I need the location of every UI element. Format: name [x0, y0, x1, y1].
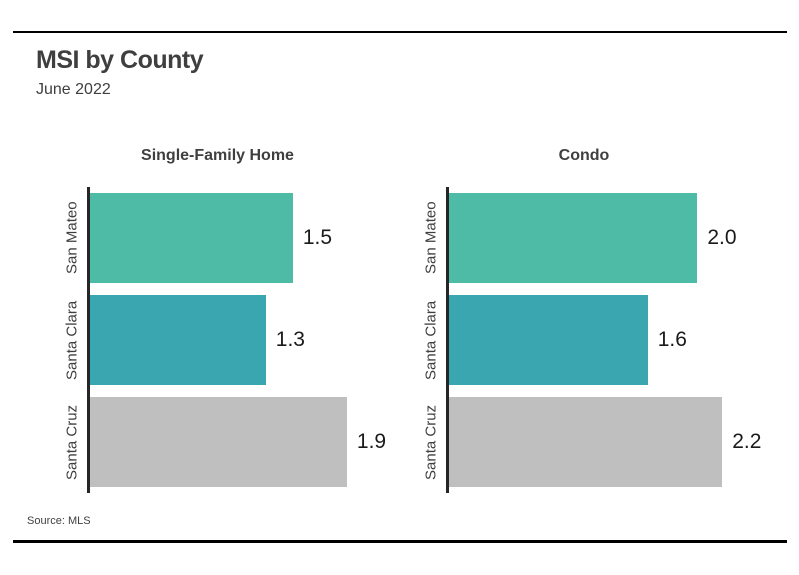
plot-area-condo: San Mateo 2.0 Santa Clara 1.6 Santa Cruz 2.2 — [423, 187, 761, 493]
source-note: Source: MLS — [27, 515, 91, 527]
value-label: 1.3 — [275, 328, 305, 351]
bar — [449, 295, 648, 385]
bar-row: San Mateo 2.0 — [423, 187, 752, 289]
value-label: 2.0 — [707, 226, 737, 249]
bar — [90, 295, 266, 385]
value-label: 2.2 — [732, 430, 762, 453]
value-label: 1.6 — [657, 328, 687, 351]
bar-row: Santa Cruz 2.2 — [423, 391, 761, 493]
category-label: San Mateo — [63, 201, 81, 275]
chart-title-single-family-home: Single-Family Home — [141, 147, 294, 164]
chart-condo: Condo San Mateo 2.0 Santa Clara 1.6 Santa Cr… — [419, 147, 761, 493]
page-subtitle: June 2022 — [36, 81, 111, 98]
page-title: MSI by County — [36, 46, 204, 74]
chart-single-family-home: Single-Family Home San Mateo 1.5 Santa Cla… — [60, 147, 386, 493]
bar-row: Santa Clara 1.3 — [64, 289, 378, 391]
category-label: San Mateo — [422, 201, 440, 275]
bar-row: San Mateo 1.5 — [64, 187, 378, 289]
bar-row: Santa Cruz 1.9 — [64, 391, 386, 493]
bar — [449, 397, 723, 487]
value-label: 1.5 — [302, 226, 333, 249]
bar — [90, 397, 347, 487]
category-label: Santa Clara — [422, 300, 440, 380]
chart-title-condo: Condo — [558, 147, 610, 164]
value-label: 1.9 — [356, 430, 387, 453]
plot-area-single-family-home: San Mateo 1.5 Santa Clara 1.3 Santa Cruz 1.9 — [64, 187, 386, 493]
bar-row: Santa Clara 1.6 — [423, 289, 752, 391]
category-label: Santa Cruz — [63, 404, 81, 480]
category-label: Santa Cruz — [422, 404, 440, 480]
bottom-rule — [13, 540, 787, 543]
bar — [449, 193, 698, 283]
top-rule — [13, 31, 787, 33]
category-label: Santa Clara — [63, 300, 81, 380]
bar — [90, 193, 293, 283]
